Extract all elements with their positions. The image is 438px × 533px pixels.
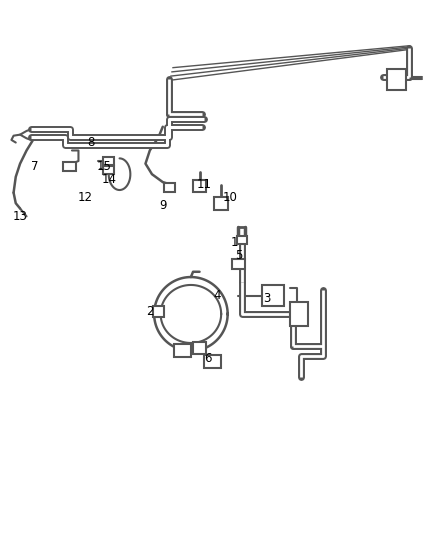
Text: 12: 12 <box>78 191 92 205</box>
Text: 9: 9 <box>159 199 166 212</box>
Text: 3: 3 <box>263 292 270 305</box>
Text: 13: 13 <box>13 210 28 223</box>
Text: 10: 10 <box>223 191 237 205</box>
Text: 5: 5 <box>235 249 242 262</box>
Text: 2: 2 <box>146 305 154 318</box>
Text: 14: 14 <box>101 173 116 186</box>
Bar <box>103 157 114 165</box>
Bar <box>193 180 206 191</box>
Text: 8: 8 <box>88 136 95 149</box>
Text: 11: 11 <box>196 178 212 191</box>
Bar <box>290 302 307 326</box>
Bar <box>64 161 76 171</box>
Text: 6: 6 <box>205 352 212 365</box>
Bar <box>214 197 228 210</box>
Bar <box>173 344 191 358</box>
Bar <box>164 183 175 192</box>
Text: 7: 7 <box>32 160 39 173</box>
Bar <box>153 305 164 317</box>
Text: 1: 1 <box>230 236 238 249</box>
Text: 4: 4 <box>213 289 221 302</box>
Bar <box>103 166 114 174</box>
Bar <box>193 342 206 354</box>
Bar <box>237 236 247 244</box>
Bar <box>232 259 245 269</box>
Bar <box>387 69 406 90</box>
Bar <box>204 355 221 368</box>
Text: 15: 15 <box>97 160 112 173</box>
Bar <box>262 285 284 306</box>
